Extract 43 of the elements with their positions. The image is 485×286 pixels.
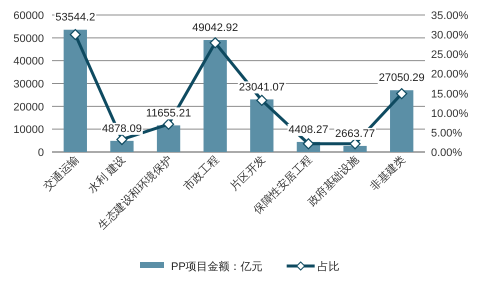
data-label: 27050.29 xyxy=(378,72,425,84)
x-tick-label: 市政工程 xyxy=(181,152,222,194)
bar xyxy=(110,140,134,152)
point xyxy=(70,28,81,40)
bar xyxy=(204,40,227,152)
y-tick-label: 60000 xyxy=(13,10,44,22)
x-tick-label: 片区开发 xyxy=(228,152,268,194)
bar xyxy=(250,99,274,152)
y2-tick-label: 5.00% xyxy=(431,127,462,140)
legend-label: PP项目金额：亿元 xyxy=(171,260,263,273)
data-label: 23041.07 xyxy=(238,81,285,94)
y2-tick-label: 0.00% xyxy=(431,147,462,159)
data-label: 11655.21 xyxy=(146,107,192,120)
y-tick-label: 40000 xyxy=(13,56,44,68)
legend-label: 占比 xyxy=(318,260,340,273)
y2-tick-label: 20.00% xyxy=(431,68,469,81)
y-tick-label: 50000 xyxy=(13,32,44,45)
y-tick-label: 20000 xyxy=(13,101,44,114)
x-tick-label: 非基建类 xyxy=(368,152,408,194)
bar xyxy=(64,30,87,152)
data-label: 53544.2 xyxy=(55,12,96,24)
data-label: 49042.92 xyxy=(192,22,238,34)
y2-tick-label: 30.00% xyxy=(431,30,469,42)
data-label: 4408.27 xyxy=(288,124,328,136)
point xyxy=(256,94,268,106)
y-tick-label: 30000 xyxy=(13,78,44,90)
point xyxy=(396,88,408,100)
point xyxy=(349,138,361,150)
y2-tick-label: 15.00% xyxy=(431,88,469,100)
data-label: 2663.77 xyxy=(335,128,375,140)
point xyxy=(116,134,128,146)
y2-tick-label: 10.00% xyxy=(431,108,469,120)
point xyxy=(302,138,314,150)
point xyxy=(162,118,174,130)
y2-tick-label: 25.00% xyxy=(431,49,469,62)
point xyxy=(210,37,221,48)
bar xyxy=(390,90,414,152)
bar xyxy=(156,125,180,152)
x-tick-label: 水利 建设 xyxy=(86,152,128,196)
y-tick-label: 0 xyxy=(38,147,44,159)
y-tick-label: 10000 xyxy=(13,124,44,136)
y2-tick-label: 35.00% xyxy=(431,10,469,22)
data-label: 4878.09 xyxy=(102,122,142,135)
